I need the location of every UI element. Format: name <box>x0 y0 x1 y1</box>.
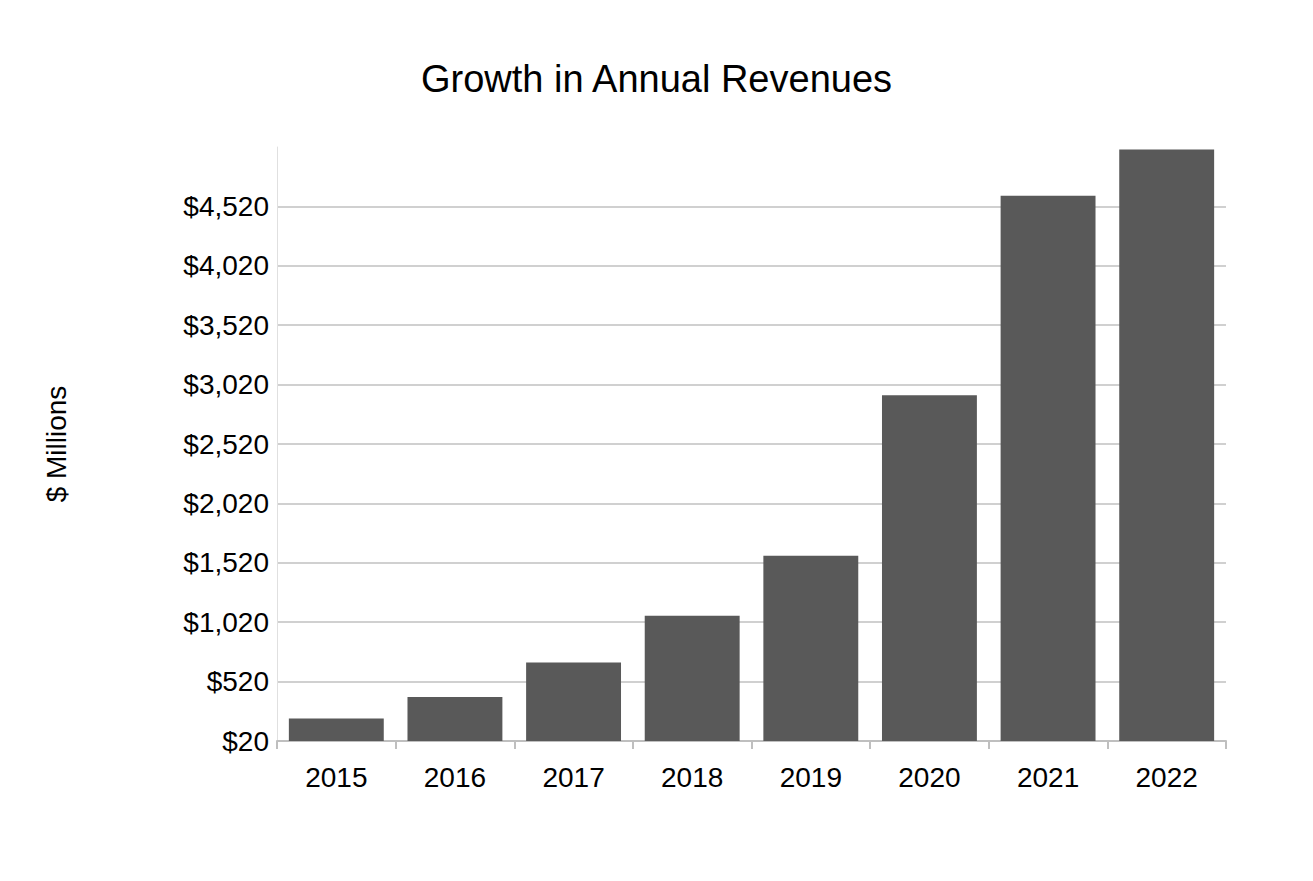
svg-text:$520: $520 <box>207 666 269 697</box>
svg-text:2021: 2021 <box>1017 762 1079 793</box>
svg-text:2022: 2022 <box>1136 762 1198 793</box>
svg-text:2020: 2020 <box>898 762 960 793</box>
svg-text:$4,020: $4,020 <box>183 250 269 281</box>
svg-text:$3,020: $3,020 <box>183 369 269 400</box>
svg-text:$1,020: $1,020 <box>183 607 269 638</box>
svg-text:$4,520: $4,520 <box>183 191 269 222</box>
svg-text:$ Millions: $ Millions <box>41 386 72 503</box>
svg-text:$2,020: $2,020 <box>183 488 269 519</box>
svg-text:Growth in Annual Revenues: Growth in Annual Revenues <box>421 58 892 100</box>
svg-text:$20: $20 <box>222 726 269 757</box>
svg-text:$1,520: $1,520 <box>183 547 269 578</box>
svg-text:$2,520: $2,520 <box>183 429 269 460</box>
svg-text:2017: 2017 <box>542 762 604 793</box>
svg-text:2016: 2016 <box>424 762 486 793</box>
svg-text:$3,520: $3,520 <box>183 310 269 341</box>
svg-text:2015: 2015 <box>305 762 367 793</box>
svg-text:2019: 2019 <box>780 762 842 793</box>
svg-text:2018: 2018 <box>661 762 723 793</box>
